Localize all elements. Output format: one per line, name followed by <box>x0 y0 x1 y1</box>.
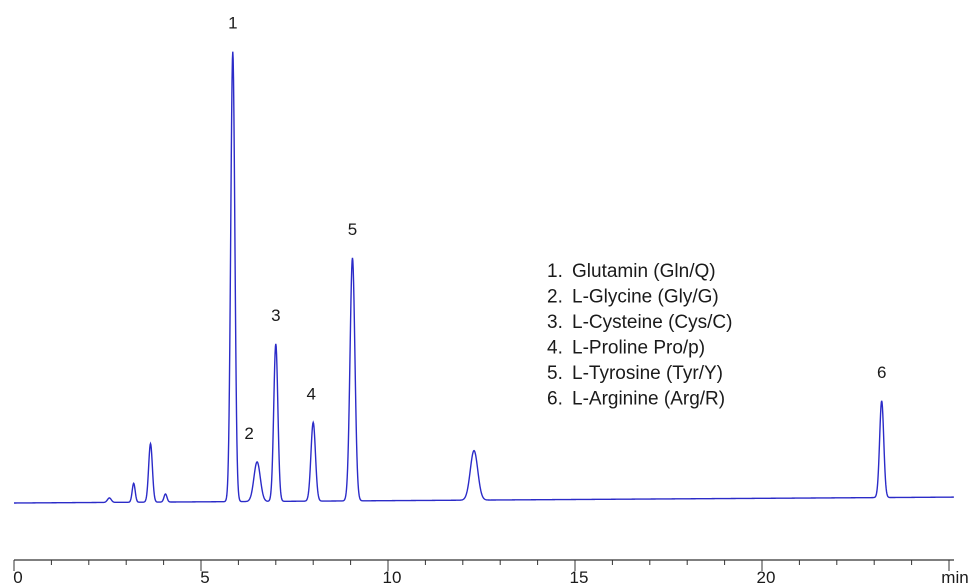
legend: 1. Glutamin (Gln/Q) 2. L-Glycine (Gly/G) 3. L… <box>547 261 732 410</box>
x-axis: min 0 5 10 15 20 <box>13 559 969 586</box>
legend-label: L-Tyrosine (Tyr/Y) <box>572 363 723 384</box>
x-tick-label: 15 <box>570 568 589 586</box>
peak-label-2: 2 <box>244 424 253 443</box>
legend-entry: 2. L-Glycine (Gly/G) <box>547 287 719 308</box>
peak-label-layer: 1 2 3 4 5 6 <box>228 14 886 443</box>
legend-entry: 6. L-Arginine (Arg/R) <box>547 389 725 410</box>
legend-number: 1. <box>547 261 563 282</box>
x-tick-label: 5 <box>200 568 209 586</box>
legend-number: 6. <box>547 389 563 410</box>
x-tick-label: 0 <box>13 568 22 586</box>
peak-label-4: 4 <box>306 384 315 403</box>
peak-label-5: 5 <box>348 220 357 239</box>
legend-entry: 1. Glutamin (Gln/Q) <box>547 261 716 282</box>
legend-number: 4. <box>547 338 563 359</box>
legend-entry: 3. L-Cysteine (Cys/C) <box>547 312 732 333</box>
x-tick-label: 10 <box>383 568 402 586</box>
chromatogram-trace <box>14 51 954 504</box>
legend-entry: 5. L-Tyrosine (Tyr/Y) <box>547 363 723 384</box>
x-axis-unit-label: min <box>941 568 968 586</box>
legend-number: 5. <box>547 363 563 384</box>
legend-label: L-Proline Pro/p) <box>572 338 705 359</box>
legend-label: L-Glycine (Gly/G) <box>572 287 719 308</box>
peak-label-3: 3 <box>271 306 280 325</box>
legend-label: Glutamin (Gln/Q) <box>572 261 716 282</box>
legend-label: L-Arginine (Arg/R) <box>572 389 725 410</box>
legend-number: 2. <box>547 287 563 308</box>
trace-layer <box>14 51 954 504</box>
peak-label-6: 6 <box>877 363 886 382</box>
peak-label-1: 1 <box>228 14 237 33</box>
legend-entry: 4. L-Proline Pro/p) <box>547 338 705 359</box>
x-tick-label: 20 <box>757 568 776 586</box>
legend-label: L-Cysteine (Cys/C) <box>572 312 732 333</box>
legend-number: 3. <box>547 312 563 333</box>
